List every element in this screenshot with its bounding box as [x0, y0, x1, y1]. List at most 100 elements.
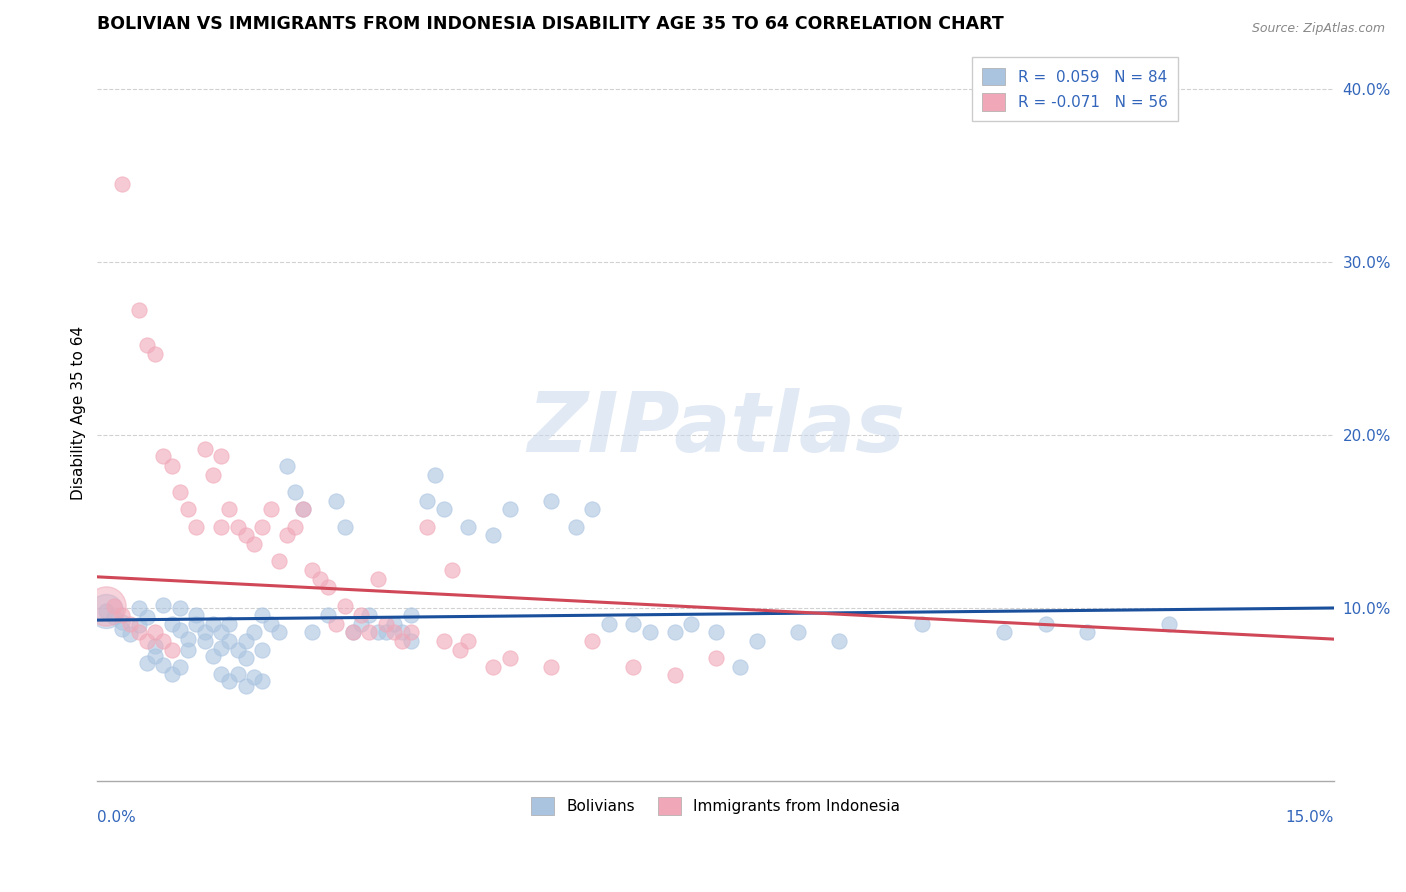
- Point: [193, 633, 215, 648]
- Point: [350, 607, 373, 622]
- Point: [1076, 625, 1098, 640]
- Point: [745, 633, 768, 648]
- Point: [209, 519, 232, 533]
- Point: [94, 604, 117, 618]
- Point: [374, 616, 396, 631]
- Point: [235, 528, 257, 542]
- Point: [152, 598, 174, 612]
- Point: [209, 625, 232, 640]
- Point: [160, 642, 183, 657]
- Point: [94, 599, 117, 614]
- Point: [252, 642, 274, 657]
- Point: [359, 625, 381, 640]
- Point: [598, 616, 620, 631]
- Point: [259, 502, 281, 516]
- Point: [581, 633, 603, 648]
- Point: [152, 633, 174, 648]
- Point: [399, 633, 422, 648]
- Point: [209, 449, 232, 463]
- Point: [730, 660, 752, 674]
- Point: [177, 632, 200, 647]
- Y-axis label: Disability Age 35 to 64: Disability Age 35 to 64: [72, 326, 86, 500]
- Point: [301, 563, 323, 577]
- Point: [399, 625, 422, 640]
- Point: [284, 485, 307, 500]
- Text: ZIPatlas: ZIPatlas: [527, 387, 904, 468]
- Point: [1035, 616, 1057, 631]
- Point: [301, 625, 323, 640]
- Point: [316, 607, 339, 622]
- Point: [638, 625, 661, 640]
- Point: [391, 633, 413, 648]
- Point: [252, 607, 274, 622]
- Point: [120, 616, 142, 631]
- Point: [325, 616, 347, 631]
- Point: [193, 442, 215, 456]
- Point: [367, 625, 389, 640]
- Point: [540, 660, 562, 674]
- Point: [664, 668, 686, 682]
- Point: [152, 449, 174, 463]
- Point: [374, 625, 396, 640]
- Point: [103, 609, 125, 624]
- Point: [169, 601, 191, 615]
- Point: [177, 502, 200, 516]
- Point: [621, 616, 644, 631]
- Point: [218, 673, 240, 688]
- Point: [704, 651, 727, 665]
- Point: [128, 601, 150, 615]
- Point: [160, 616, 183, 631]
- Point: [252, 519, 274, 533]
- Point: [342, 625, 364, 640]
- Legend: Bolivians, Immigrants from Indonesia: Bolivians, Immigrants from Indonesia: [526, 791, 907, 822]
- Point: [581, 502, 603, 516]
- Point: [186, 616, 208, 631]
- Point: [128, 618, 150, 632]
- Point: [292, 502, 315, 516]
- Point: [128, 625, 150, 640]
- Point: [201, 467, 224, 482]
- Point: [457, 519, 479, 533]
- Point: [433, 633, 456, 648]
- Point: [704, 625, 727, 640]
- Point: [664, 625, 686, 640]
- Point: [218, 616, 240, 631]
- Point: [201, 649, 224, 664]
- Point: [252, 673, 274, 688]
- Point: [103, 599, 125, 614]
- Point: [111, 177, 134, 191]
- Point: [218, 633, 240, 648]
- Point: [243, 670, 266, 684]
- Point: [226, 642, 249, 657]
- Point: [342, 625, 364, 640]
- Point: [333, 599, 356, 614]
- Text: Source: ZipAtlas.com: Source: ZipAtlas.com: [1251, 22, 1385, 36]
- Point: [169, 660, 191, 674]
- Point: [382, 616, 405, 631]
- Point: [235, 633, 257, 648]
- Point: [416, 493, 439, 508]
- Point: [425, 467, 447, 482]
- Point: [135, 633, 157, 648]
- Text: 15.0%: 15.0%: [1286, 811, 1334, 825]
- Point: [828, 633, 851, 648]
- Point: [135, 657, 157, 671]
- Point: [135, 338, 157, 352]
- Point: [482, 528, 505, 542]
- Point: [621, 660, 644, 674]
- Point: [564, 519, 586, 533]
- Point: [309, 572, 332, 586]
- Point: [267, 554, 290, 568]
- Point: [94, 604, 117, 618]
- Point: [143, 346, 166, 360]
- Point: [177, 642, 200, 657]
- Point: [449, 642, 471, 657]
- Point: [382, 625, 405, 640]
- Point: [457, 633, 479, 648]
- Point: [152, 658, 174, 673]
- Point: [128, 303, 150, 318]
- Point: [540, 493, 562, 508]
- Point: [316, 580, 339, 594]
- Point: [679, 616, 702, 631]
- Point: [201, 616, 224, 631]
